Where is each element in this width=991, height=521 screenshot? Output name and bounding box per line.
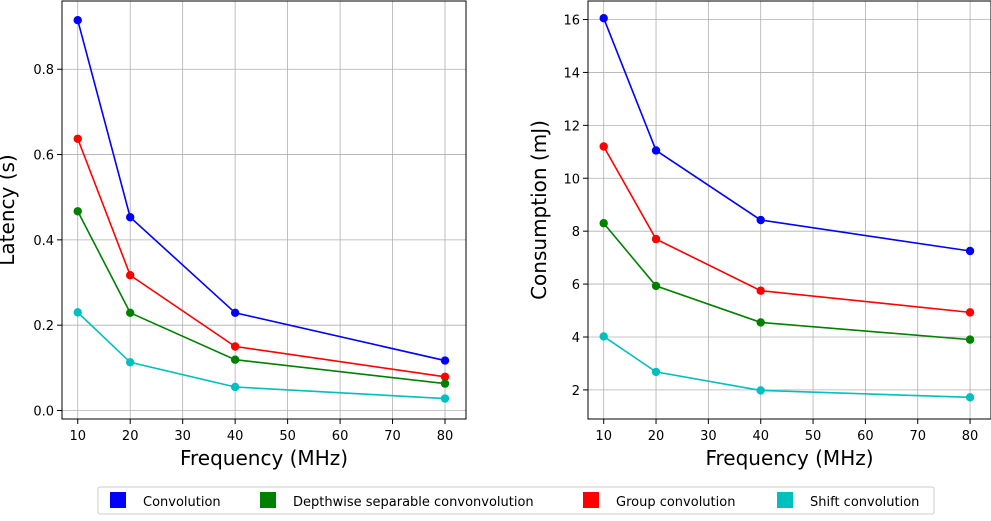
series-line-depthwise-separable-convonvolution (77, 210, 446, 385)
data-point-shift-convolution (599, 332, 608, 341)
data-point-shift-convolution (126, 358, 135, 367)
y-tick-label: 16 (563, 14, 580, 29)
x-tick-label: 30 (700, 429, 717, 444)
consumption-chart: 10 20 30 40 50 60 70 80 2 4 6 8 10 12 14 16 Frequency (M… (527, 0, 991, 470)
x-axis-label: Frequency (MHz) (705, 446, 873, 470)
legend: Convolution Depthwise separable convonvol… (97, 486, 935, 515)
x-tick-label: 10 (595, 429, 612, 444)
data-point-convolution (651, 146, 661, 155)
x-tick-label: 70 (909, 429, 926, 444)
y-axis-label: Consumption (mJ) (527, 120, 551, 300)
data-point-convolution (73, 15, 82, 25)
legend-label-convolution: Convolution (143, 495, 221, 510)
x-tick-label: 10 (69, 429, 86, 444)
x-tick-label: 40 (752, 429, 769, 444)
series-line-depthwise-separable-convonvolution (603, 222, 971, 341)
data-point-depthwise-separable-convonvolution (651, 281, 661, 291)
y-tick-label: 0.0 (33, 404, 54, 419)
data-point-shift-convolution (230, 382, 240, 392)
y-tick-label: 0.4 (33, 234, 54, 249)
y-tick-label: 6 (572, 278, 580, 293)
data-point-depthwise-separable-convonvolution (73, 207, 82, 216)
legend-frame (97, 486, 935, 515)
x-tick-label: 20 (122, 429, 139, 444)
data-point-group-convolution (965, 308, 975, 317)
x-tick-label: 20 (648, 429, 665, 444)
y-tick-label: 10 (563, 172, 580, 187)
data-point-group-convolution (651, 234, 661, 244)
data-point-depthwise-separable-convonvolution (599, 219, 608, 228)
data-point-convolution (756, 215, 765, 225)
series-line-shift-convolution (603, 335, 971, 399)
x-tick-label: 40 (227, 429, 244, 444)
x-tick-label: 60 (857, 429, 874, 444)
data-point-group-convolution (756, 286, 765, 295)
data-point-convolution (126, 213, 135, 222)
x-tick-label: 60 (332, 429, 349, 444)
data-point-depthwise-separable-convonvolution (440, 379, 450, 388)
x-axis-label: Frequency (MHz) (180, 446, 348, 470)
data-point-group-convolution (440, 372, 450, 381)
y-tick-label: 0.2 (33, 319, 54, 334)
x-tick-label: 80 (437, 429, 454, 444)
data-point-depthwise-separable-convonvolution (965, 335, 975, 344)
data-point-depthwise-separable-convonvolution (126, 308, 135, 317)
y-tick-label: 2 (572, 384, 580, 399)
legend-swatch-group-convolution (583, 492, 599, 508)
data-point-group-convolution (599, 142, 608, 151)
x-tick-label: 50 (279, 429, 296, 444)
data-point-shift-convolution (73, 308, 82, 317)
y-tick-label: 8 (572, 225, 580, 240)
legend-label-depthwise-separable-convonvolution: Depthwise separable convonvolution (293, 495, 534, 510)
series-line-convolution (602, 17, 971, 252)
data-point-convolution (230, 308, 240, 317)
legend-swatch-convolution (110, 492, 126, 508)
data-point-convolution (965, 246, 975, 256)
y-tick-label: 0.6 (33, 149, 54, 164)
data-point-group-convolution (126, 271, 135, 280)
data-point-depthwise-separable-convonvolution (230, 355, 240, 364)
y-tick-label: 0.8 (33, 63, 54, 78)
data-point-shift-convolution (651, 367, 661, 377)
legend-label-group-convolution: Group convolution (616, 495, 735, 510)
data-point-convolution (599, 13, 608, 23)
y-tick-label: 4 (572, 331, 580, 346)
y-axis-label: Latency (s) (0, 154, 19, 265)
data-point-group-convolution (230, 342, 240, 351)
series-line-group-convolution (76, 138, 446, 378)
data-point-shift-convolution (756, 386, 765, 395)
x-tick-label: 30 (174, 429, 191, 444)
series-line-shift-convolution (77, 311, 446, 400)
data-point-depthwise-separable-convonvolution (756, 318, 765, 327)
latency-chart: 10 20 30 40 50 60 70 80 0.0 0.2 0.4 0.6 0.8 Frequency… (0, 0, 467, 470)
y-tick-label: 14 (563, 66, 580, 81)
x-tick-label: 50 (805, 429, 822, 444)
legend-swatch-depthwise-separable-convonvolution (260, 492, 276, 508)
plot-frame (587, 0, 991, 420)
legend-label-shift-convolution: Shift convolution (810, 495, 919, 510)
data-point-shift-convolution (440, 394, 450, 403)
series-line-convolution (76, 19, 446, 362)
plot-frame (61, 0, 467, 420)
x-tick-label: 70 (384, 429, 401, 444)
data-point-group-convolution (73, 134, 82, 143)
x-tick-label: 80 (962, 429, 979, 444)
series-line-group-convolution (603, 146, 971, 314)
y-tick-label: 12 (563, 119, 580, 134)
data-point-shift-convolution (965, 393, 975, 402)
data-point-convolution (440, 356, 450, 365)
legend-swatch-shift-convolution (777, 492, 793, 508)
